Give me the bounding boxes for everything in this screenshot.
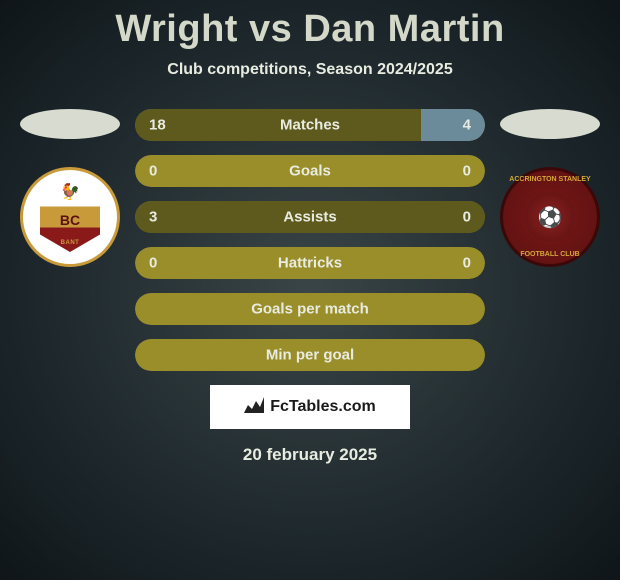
rooster-icon: 🐓 bbox=[60, 182, 80, 202]
stat-bar-right-segment bbox=[421, 109, 485, 141]
stat-bar-right-value: 4 bbox=[463, 117, 471, 134]
page-subtitle: Club competitions, Season 2024/2025 bbox=[0, 61, 620, 79]
stat-bar-right-value: 0 bbox=[463, 209, 471, 226]
stat-bar-left-value: 18 bbox=[149, 117, 166, 134]
player-photo-placeholder-left bbox=[20, 109, 120, 139]
badge-top-text: ACCRINGTON STANLEY bbox=[509, 176, 590, 183]
stat-bar-label: Matches bbox=[280, 117, 340, 134]
chart-icon bbox=[244, 397, 264, 418]
stat-bar: Matches 18 4 bbox=[135, 109, 485, 141]
stat-bar-left-value: 0 bbox=[149, 163, 157, 180]
left-player-col: 🐓 BC BANT bbox=[15, 109, 125, 267]
stat-bar: Min per goal bbox=[135, 339, 485, 371]
stat-bar-left-segment bbox=[135, 109, 421, 141]
right-club-badge: ACCRINGTON STANLEY ⚽ FOOTBALL CLUB bbox=[500, 167, 600, 267]
stat-bar-right-value: 0 bbox=[463, 163, 471, 180]
stat-bar-label: Min per goal bbox=[266, 347, 354, 364]
stat-bar: Goals per match bbox=[135, 293, 485, 325]
stat-bar: Assists 3 0 bbox=[135, 201, 485, 233]
badge-center-icon: ⚽ bbox=[525, 192, 575, 242]
stat-bar-right-value: 0 bbox=[463, 255, 471, 272]
stat-bar: Hattricks 0 0 bbox=[135, 247, 485, 279]
badge-bottom-text: FOOTBALL CLUB bbox=[520, 251, 579, 258]
date-text: 20 february 2025 bbox=[0, 445, 620, 465]
stat-bar-label: Assists bbox=[283, 209, 336, 226]
attribution-text: FcTables.com bbox=[270, 398, 376, 416]
stat-bar-label: Hattricks bbox=[278, 255, 342, 272]
stat-bar-left-value: 0 bbox=[149, 255, 157, 272]
badge-initials: BC bbox=[60, 212, 80, 228]
stats-bars-container: Matches184Goals00Assists30Hattricks00Goa… bbox=[135, 109, 485, 371]
stat-bar: Goals 0 0 bbox=[135, 155, 485, 187]
badge-subtext: BANT bbox=[61, 240, 80, 246]
stat-bar-left-value: 3 bbox=[149, 209, 157, 226]
left-club-badge: 🐓 BC BANT bbox=[20, 167, 120, 267]
stat-bar-label: Goals bbox=[289, 163, 331, 180]
player-photo-placeholder-right bbox=[500, 109, 600, 139]
page-title: Wright vs Dan Martin bbox=[0, 0, 620, 51]
main-content: 🐓 BC BANT Matches184Goals00Assists30Hatt… bbox=[0, 109, 620, 371]
right-player-col: ACCRINGTON STANLEY ⚽ FOOTBALL CLUB bbox=[495, 109, 605, 267]
attribution-box: FcTables.com bbox=[210, 385, 410, 429]
stat-bar-label: Goals per match bbox=[251, 301, 369, 318]
